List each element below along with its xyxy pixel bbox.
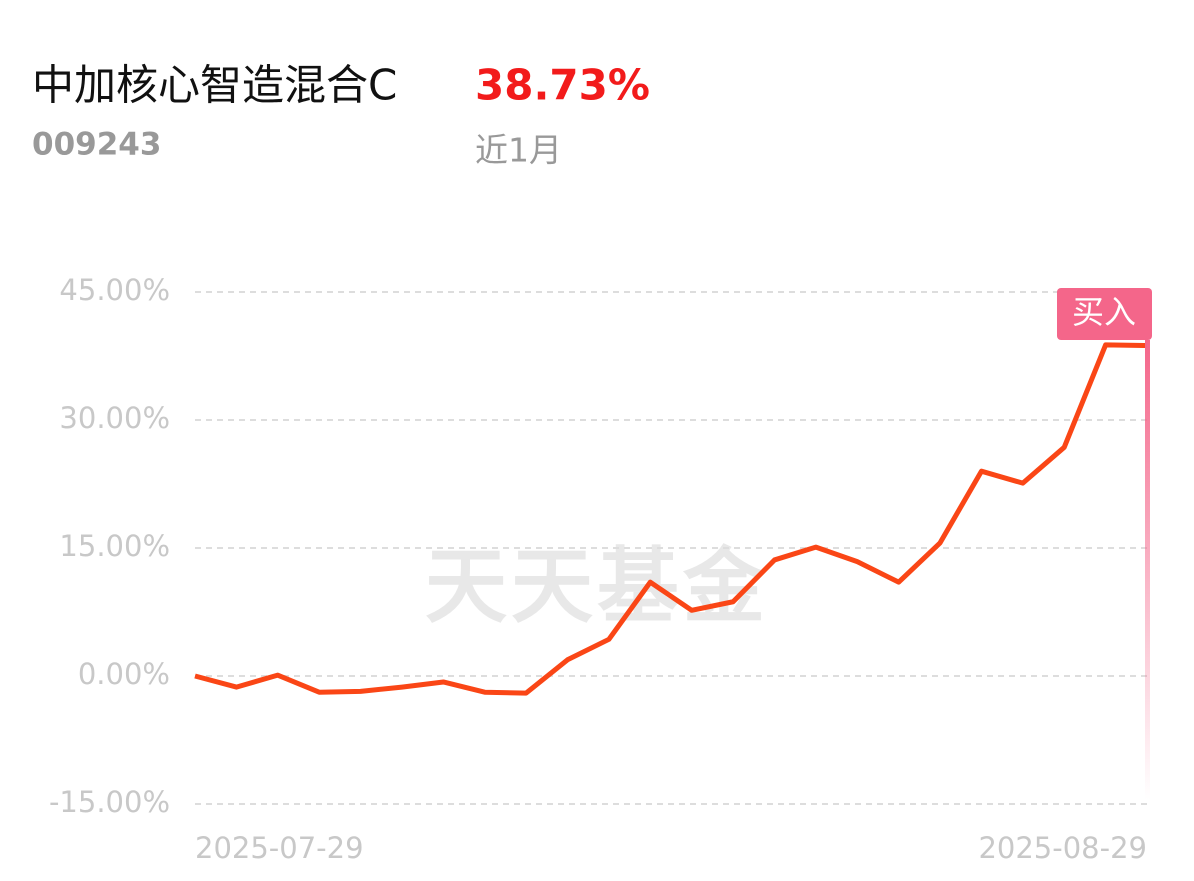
y-tick-label: 45.00% <box>59 273 170 307</box>
buy-marker <box>1145 340 1150 800</box>
watermark: 天天基金 <box>425 539 769 634</box>
period: 近1月 <box>475 131 562 170</box>
buy-button[interactable] <box>1057 288 1152 340</box>
y-tick-label: -15.00% <box>49 785 170 819</box>
return-value: 38.73% <box>475 61 650 110</box>
x-tick-label: 2025-08-29 <box>978 831 1147 865</box>
y-tick-label: 15.00% <box>59 529 170 563</box>
fund-code: 009243 <box>32 127 161 163</box>
fund-title: 中加核心智造混合C <box>32 61 397 110</box>
x-tick-label: 2025-07-29 <box>195 831 364 865</box>
y-tick-label: 30.00% <box>59 401 170 435</box>
y-tick-label: 0.00% <box>78 657 170 691</box>
line <box>194 342 1148 696</box>
buy-label[interactable]: 买入 <box>1072 293 1136 331</box>
